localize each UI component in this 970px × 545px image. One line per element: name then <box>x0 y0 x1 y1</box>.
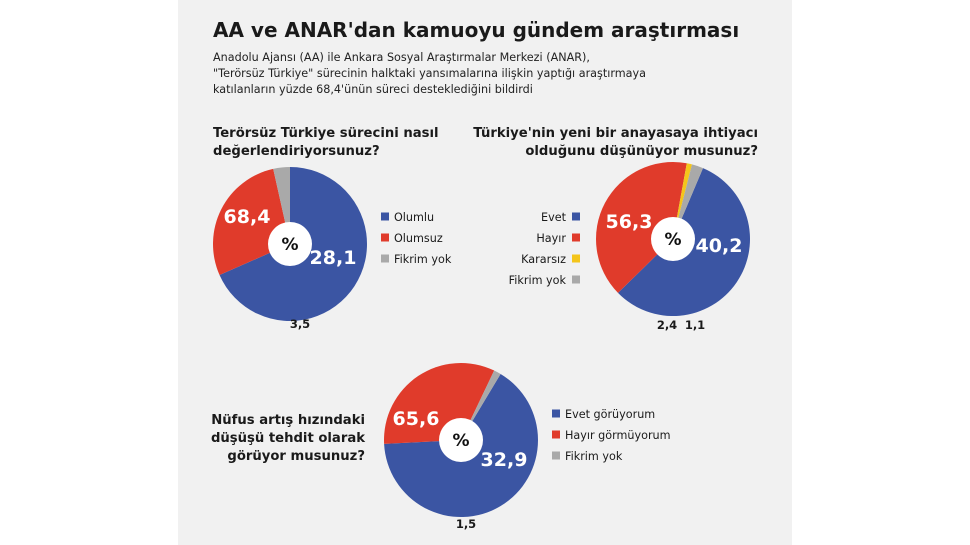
data-label: 65,6 <box>393 408 440 430</box>
legend-swatch <box>381 212 389 221</box>
legend-swatch <box>572 233 580 242</box>
legend-item: Hayır görmüyorum <box>565 429 671 442</box>
legend-item: Fikrim yok <box>394 253 452 266</box>
pie-chart-1: % 68,4 28,1 3,5 Olumlu Olumsuz Fikrim yok <box>213 167 452 331</box>
legend-item: Kararsız <box>521 253 566 266</box>
legend-item: Fikrim yok <box>509 274 567 287</box>
data-label: 3,5 <box>290 317 310 331</box>
data-label: 1,1 <box>685 318 705 332</box>
data-label: 68,4 <box>224 206 271 228</box>
question-line: Nüfus artış hızındaki <box>211 413 365 428</box>
subtitle-line: Anadolu Ajansı (AA) ile Ankara Sosyal Ar… <box>213 51 590 64</box>
subtitle-line: "Terörsüz Türkiye" sürecinin halktaki ya… <box>213 67 646 80</box>
page-title: AA ve ANAR'dan kamuoyu gündem araştırmas… <box>213 18 740 42</box>
legend-swatch <box>552 430 560 439</box>
legend-item: Hayır <box>536 232 566 245</box>
pie-center-hole <box>268 222 312 266</box>
legend: Evet Hayır Kararsız Fikrim yok <box>509 211 580 287</box>
question-1: Terörsüz Türkiye sürecini nasıl değerlen… <box>213 125 439 161</box>
legend-item: Evet <box>541 211 567 224</box>
data-label: 28,1 <box>310 247 357 269</box>
question-line: Terörsüz Türkiye sürecini nasıl <box>213 126 439 141</box>
subtitle: Anadolu Ajansı (AA) ile Ankara Sosyal Ar… <box>213 50 646 98</box>
pie-center-hole <box>439 418 483 462</box>
question-line: görüyor musunuz? <box>227 449 365 464</box>
subtitle-line: katılanların yüzde 68,4'ünün süreci dest… <box>213 83 533 96</box>
pie-chart-3: % 65,6 32,9 1,5 Evet görüyorum Hayır görmüyor… <box>384 362 671 531</box>
data-label: 1,5 <box>456 517 476 531</box>
question-3: Nüfus artış hızındaki düşüşü tehdit olar… <box>211 412 365 466</box>
percent-sign-label: % <box>281 235 298 255</box>
legend-swatch <box>381 254 389 263</box>
question-line: Türkiye'nin yeni bir anayasaya ihtiyacı <box>473 126 758 141</box>
legend-item: Fikrim yok <box>565 450 623 463</box>
pie-slice-hayır <box>596 162 687 293</box>
data-label: 56,3 <box>606 211 653 233</box>
legend-swatch <box>552 451 560 460</box>
data-label: 32,9 <box>481 449 528 471</box>
legend-swatch <box>572 212 580 221</box>
legend-item: Olumlu <box>394 211 434 224</box>
legend-item: Evet görüyorum <box>565 408 655 421</box>
legend-swatch <box>381 233 389 242</box>
question-line: düşüşü tehdit olarak <box>210 431 365 446</box>
pie-chart-2: % 56,3 40,2 1,1 2,4 Evet Hayır Kararsız Fikrim y… <box>509 162 750 332</box>
legend-swatch <box>552 409 560 418</box>
data-label: 40,2 <box>696 235 743 257</box>
legend-item: Olumsuz <box>394 232 443 245</box>
question-2: Türkiye'nin yeni bir anayasaya ihtiyacı … <box>473 125 758 161</box>
pie-center-hole <box>651 217 695 261</box>
percent-sign-label: % <box>452 431 469 451</box>
legend-swatch <box>572 254 580 263</box>
question-line: olduğunu düşünüyor musunuz? <box>525 144 758 159</box>
legend-swatch <box>572 275 580 284</box>
legend: Olumlu Olumsuz Fikrim yok <box>381 211 452 266</box>
percent-sign-label: % <box>664 230 681 250</box>
data-label: 2,4 <box>657 318 677 332</box>
legend: Evet görüyorum Hayır görmüyorum Fikrim yok <box>552 408 671 463</box>
question-line: değerlendiriyorsunuz? <box>213 144 380 159</box>
